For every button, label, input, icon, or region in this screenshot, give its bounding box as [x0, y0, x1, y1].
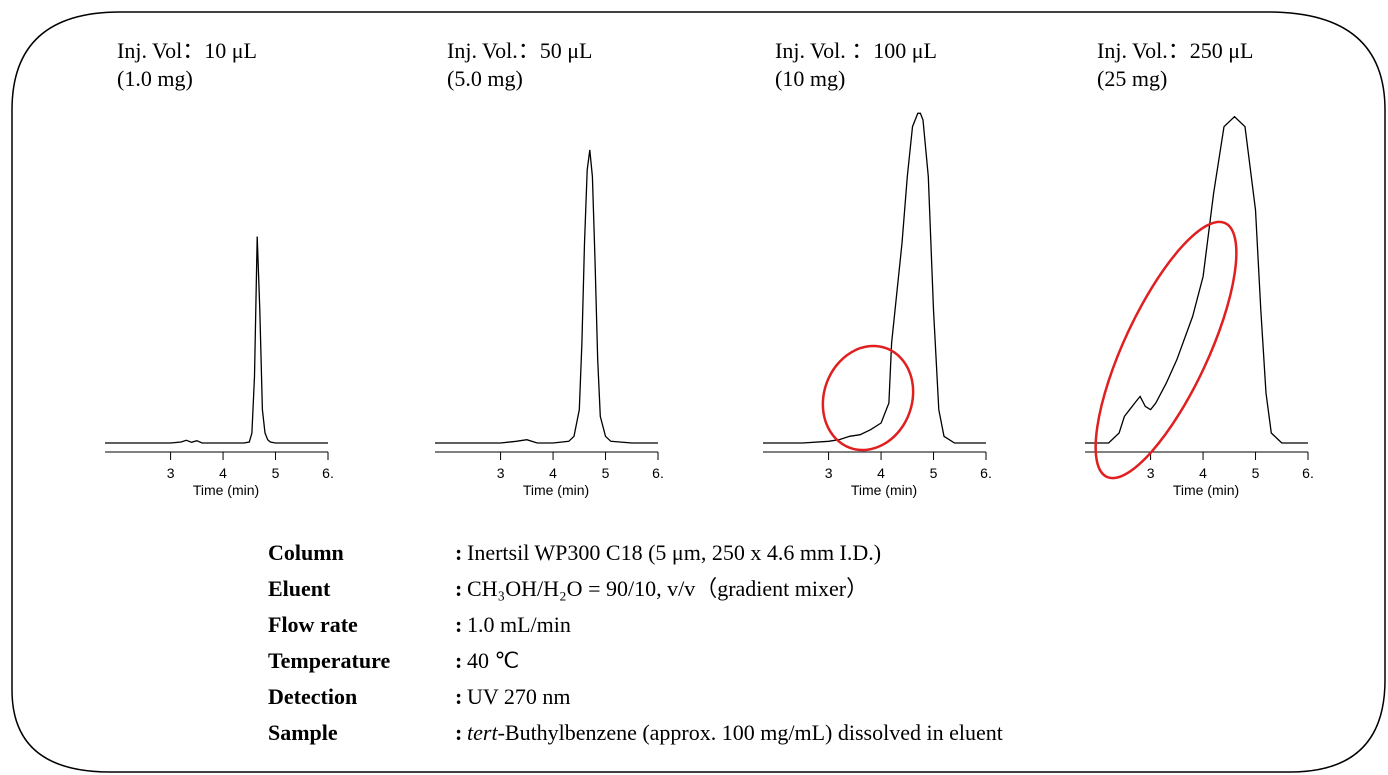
condition-value-text: UV 270 nm — [467, 684, 571, 709]
x-tick-label: 4 — [219, 465, 227, 481]
trace — [1085, 115, 1308, 444]
x-tick-label: 4 — [877, 465, 885, 481]
separator: : — [455, 576, 462, 601]
separator: : — [455, 720, 462, 745]
x-axis-label: Time (min) — [193, 482, 259, 498]
x-tick-label: 6. — [652, 465, 664, 481]
x-tick-label: 3 — [1147, 465, 1155, 481]
chart-title: Inj. Vol.：50 μL — [447, 38, 592, 63]
x-tick-label: 4 — [1199, 465, 1207, 481]
x-tick-label: 5 — [930, 465, 938, 481]
separator: : — [455, 612, 462, 637]
frame — [11, 11, 1386, 773]
x-tick-label: 3 — [167, 465, 175, 481]
x-axis-label: Time (min) — [523, 482, 589, 498]
x-tick-label: 6. — [980, 465, 992, 481]
x-tick-label: 5 — [1252, 465, 1260, 481]
trace — [105, 236, 328, 444]
chart-title: Inj. Vol. ：100 μL — [775, 38, 937, 63]
condition-value: CH₃OH/H₂O = 90/10, v/v（gradient mixer） — [467, 576, 868, 601]
x-tick-label: 6. — [1302, 465, 1314, 481]
condition-label: Column — [268, 540, 344, 565]
separator: : — [455, 684, 462, 709]
condition-label: Temperature — [268, 648, 390, 673]
trace — [435, 149, 658, 444]
charts: Inj. Vol：10 μL (1.0 mg) 3 4 5 6. Time (min) Inj… — [105, 38, 1314, 498]
chart-subtitle: (5.0 mg) — [447, 66, 523, 91]
x-axis-label: Time (min) — [1173, 482, 1239, 498]
condition-value-text: 1.0 mL/min — [467, 612, 571, 637]
condition-value: 1.0 mL/min — [467, 612, 571, 637]
x-tick-label: 5 — [272, 465, 280, 481]
x-tick-label: 3 — [825, 465, 833, 481]
condition-value: Inertsil WP300 C18 (5 μm, 250 x 4.6 mm I… — [467, 540, 881, 565]
conditions: Column: Inertsil WP300 C18 (5 μm, 250 x 4… — [268, 540, 1003, 745]
condition-label: Eluent — [268, 576, 331, 601]
separator: : — [455, 648, 462, 673]
x-tick-label: 4 — [549, 465, 557, 481]
trace — [763, 112, 986, 444]
condition-label: Detection — [268, 684, 357, 709]
condition-value-text: 40 ℃ — [467, 648, 519, 673]
condition-value: 40 ℃ — [467, 648, 519, 673]
condition-value-text: -Buthylbenzene (approx. 100 mg/mL) disso… — [498, 720, 1003, 745]
chart-subtitle: (1.0 mg) — [117, 66, 193, 91]
chart-title: Inj. Vol：10 μL — [117, 38, 257, 63]
x-tick-label: 3 — [497, 465, 505, 481]
condition-value-text: Inertsil WP300 C18 (5 μm, 250 x 4.6 mm I… — [467, 540, 881, 565]
condition-value-text: CH₃OH/H₂O = 90/10, v/v（gradient mixer） — [467, 576, 868, 601]
condition-value: UV 270 nm — [467, 684, 571, 709]
chart-subtitle: (10 mg) — [775, 66, 845, 91]
chart-title: Inj. Vol.：250 μL — [1097, 38, 1253, 63]
condition-label: Sample — [268, 720, 338, 745]
x-tick-label: 5 — [602, 465, 610, 481]
condition-label: Flow rate — [268, 612, 358, 637]
highlight-ellipse — [1094, 220, 1238, 480]
condition-value-italic: tert — [467, 720, 498, 745]
highlight-ellipse — [821, 344, 915, 452]
separator: : — [455, 540, 462, 565]
x-tick-label: 6. — [322, 465, 334, 481]
condition-value: tert-Buthylbenzene (approx. 100 mg/mL) d… — [467, 720, 1003, 745]
x-axis-label: Time (min) — [851, 482, 917, 498]
chart-subtitle: (25 mg) — [1097, 66, 1167, 91]
